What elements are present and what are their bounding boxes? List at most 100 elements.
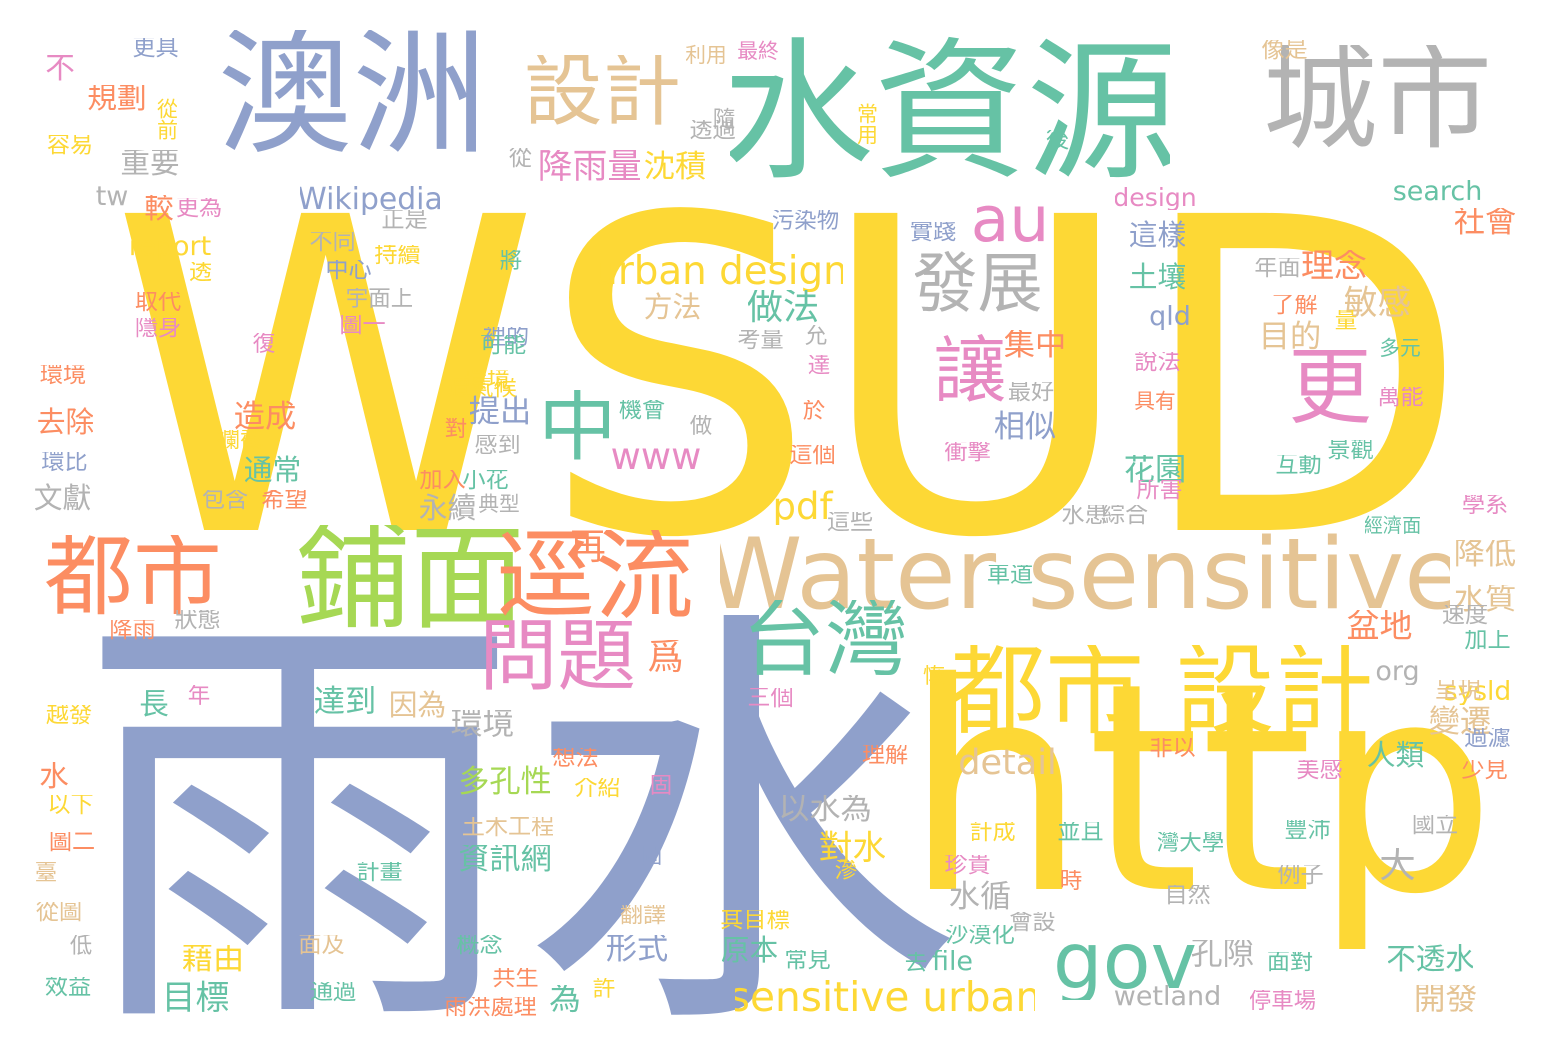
word-cjk-108: 污染物 xyxy=(773,210,838,232)
word-cjk-92: 透過 xyxy=(690,120,735,142)
word-cjk-54: 文獻 xyxy=(35,483,90,513)
word-cjk-50: 相似 xyxy=(995,410,1055,445)
word-cjk-98: 持續 xyxy=(375,245,420,267)
word-cjk-191: 面對 xyxy=(1266,952,1314,974)
word-cjk-38: 規劃 xyxy=(88,85,146,113)
word-cjk-82: 再 xyxy=(570,530,605,565)
word-detail: detail xyxy=(960,745,1055,780)
word-cjk-151: 狀態 xyxy=(175,610,220,632)
word-cjk-142: 水患 xyxy=(1062,505,1107,527)
word-cjk-118: 復 xyxy=(253,333,275,355)
word-cjk-121: 達 xyxy=(808,355,830,377)
word-cjk-192: 效益 xyxy=(44,977,92,999)
word-cjk-128: 遭氣候 xyxy=(447,378,517,400)
word-cjk-43: 土壤 xyxy=(1130,260,1185,295)
word-cjk-101: 取代 xyxy=(134,292,182,314)
word-cjk-72: 藉由 xyxy=(183,945,243,975)
word-cjk-149: 加上 xyxy=(1465,630,1510,652)
word-cjk-158: 非以 xyxy=(1150,738,1195,760)
word-cjk-89: 從前 xyxy=(155,98,177,140)
word-cjk-7: 逕流 xyxy=(496,530,694,625)
word-cjk-14: 台灣 xyxy=(742,600,908,680)
word-cjk-61: 長 xyxy=(140,690,168,720)
word-cjk-3: 水資源 xyxy=(730,30,1170,195)
word-cjk-17: 更 xyxy=(1290,340,1370,435)
word-cjk-91: 常用 xyxy=(855,103,877,145)
word-cjk-16: 讓 xyxy=(935,330,1005,415)
word-cjk-138: 加入 xyxy=(420,470,465,492)
word-cjk-154: 三個 xyxy=(748,688,793,710)
word-cjk-155: 呈現 xyxy=(1434,680,1482,702)
word-cjk-96: 正是 xyxy=(382,210,427,232)
word-cjk-170: 豐沛 xyxy=(1285,820,1330,842)
word-cjk-164: 固 xyxy=(650,775,672,797)
word-pdf: pdf xyxy=(772,490,833,525)
word-http: http xyxy=(915,630,1485,950)
word-cjk-141: 所害 xyxy=(1137,480,1182,502)
word-urban-design: urban design xyxy=(598,250,843,295)
word-cjk-37: 重要 xyxy=(120,150,180,178)
word-cjk-47: 目的 xyxy=(1260,320,1320,355)
word-cjk-186: 概念 xyxy=(457,935,502,957)
word-cjk-185: 低 xyxy=(70,935,92,957)
word-cjk-166: 土木工程 xyxy=(463,817,553,839)
word-cjk-60: 環境 xyxy=(450,710,515,740)
word-cjk-18: 中 xyxy=(540,390,615,465)
word-cjk-126: 於 xyxy=(803,400,825,422)
word-cjk-94: 後 xyxy=(1045,130,1070,152)
word-cjk-150: 降雨 xyxy=(110,620,155,642)
word-cjk-102: 宇面上 xyxy=(347,288,412,310)
word-cjk-193: 共生 xyxy=(493,968,538,990)
word-cjk-136: 包含 xyxy=(201,490,249,512)
word-cjk-169: 灣大學 xyxy=(1158,832,1223,854)
word-cjk-156: 越發 xyxy=(45,705,93,727)
word-cjk-85: 更具 xyxy=(133,38,178,60)
word-cjk-13: 問題 xyxy=(479,620,636,695)
word-cjk-152: 恢 xyxy=(923,665,945,687)
word-cjk-58: 達到 xyxy=(315,685,375,720)
word-cjk-1: 雨水 xyxy=(85,615,955,1040)
word-cjk-194: 通過 xyxy=(309,982,357,1004)
word-cjk-6: 鋪面 xyxy=(295,525,525,635)
word-cjk-144: 經濟面 xyxy=(1365,515,1420,537)
word-cjk-183: 其目標 xyxy=(720,910,790,932)
word-cjk-130: 這個 xyxy=(790,445,835,467)
word-cjk-44: 這樣 xyxy=(1130,220,1185,250)
word-cjk-100: 透 xyxy=(188,262,213,284)
word-cjk-197: 停車場 xyxy=(1250,990,1315,1012)
word-cjk-173: 計畫 xyxy=(357,862,402,884)
word-org: org xyxy=(1375,660,1420,685)
word-cjk-157: 理解 xyxy=(861,745,909,767)
word-cjk-81: 為 xyxy=(550,985,580,1015)
word-cjk-172: 圖二 xyxy=(48,832,96,854)
word-cjk-143: 綜合 xyxy=(1101,505,1149,527)
word-cjk-112: 量 xyxy=(1335,310,1357,332)
word-au: au xyxy=(970,190,1050,250)
word-cjk-40: 更為 xyxy=(175,198,223,220)
word-cjk-62: 多孔性 xyxy=(460,765,550,800)
word-qld: qld xyxy=(1149,305,1191,330)
word-cjk-88: 像是 xyxy=(1262,40,1307,62)
word-cjk-107: 可能 xyxy=(479,335,527,357)
word-cjk-189: 常見 xyxy=(785,950,830,972)
word-cjk-80: 水 xyxy=(40,762,68,792)
word-cjk-182: 翻譯 xyxy=(619,905,667,927)
word-cjk-109: 實踐 xyxy=(909,222,957,244)
word-cjk-140: 典型 xyxy=(479,493,519,515)
word-cjk-139: 小花 xyxy=(463,470,508,492)
word-cjk-99: 中心 xyxy=(326,260,371,282)
word-cjk-95: 隨 xyxy=(713,106,735,133)
word-design: design xyxy=(1115,185,1195,210)
word-cjk-55: 永續 xyxy=(420,493,475,523)
word-cjk-127: 做 xyxy=(690,415,712,437)
word-cjk-56: 花園 xyxy=(1125,455,1185,487)
word-cjk-84: 不 xyxy=(45,55,75,83)
word-cjk-35: 降雨量 xyxy=(540,150,640,185)
word-cjk-119: 考量 xyxy=(738,330,783,352)
word-wsud: WSUD xyxy=(110,170,1470,590)
word-cjk-75: 不透水 xyxy=(1388,942,1473,977)
word-cjk-105: 將 xyxy=(500,250,522,272)
word-cjk-167: 計成 xyxy=(970,822,1015,844)
word-cjk-124: 對 xyxy=(445,418,467,440)
